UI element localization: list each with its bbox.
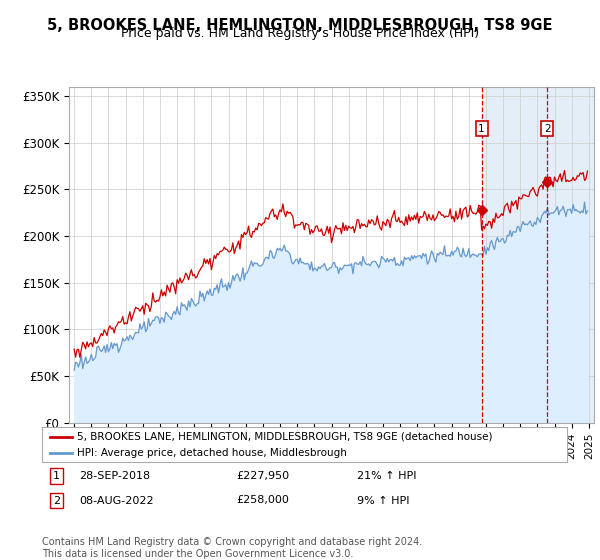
Text: 1: 1	[53, 471, 60, 480]
Text: 9% ↑ HPI: 9% ↑ HPI	[357, 496, 409, 506]
Text: 28-SEP-2018: 28-SEP-2018	[79, 471, 150, 480]
Text: 5, BROOKES LANE, HEMLINGTON, MIDDLESBROUGH, TS8 9GE (detached house): 5, BROOKES LANE, HEMLINGTON, MIDDLESBROU…	[77, 432, 493, 442]
Text: £258,000: £258,000	[236, 496, 289, 506]
Text: 21% ↑ HPI: 21% ↑ HPI	[357, 471, 416, 480]
Text: 08-AUG-2022: 08-AUG-2022	[79, 496, 154, 506]
Text: £227,950: £227,950	[236, 471, 289, 480]
Text: 5, BROOKES LANE, HEMLINGTON, MIDDLESBROUGH, TS8 9GE: 5, BROOKES LANE, HEMLINGTON, MIDDLESBROU…	[47, 18, 553, 33]
Text: Price paid vs. HM Land Registry's House Price Index (HPI): Price paid vs. HM Land Registry's House …	[121, 27, 479, 40]
Text: Contains HM Land Registry data © Crown copyright and database right 2024.
This d: Contains HM Land Registry data © Crown c…	[42, 537, 422, 559]
Text: 2: 2	[544, 124, 551, 134]
Text: 1: 1	[478, 124, 485, 134]
Text: 2: 2	[53, 496, 60, 506]
Text: HPI: Average price, detached house, Middlesbrough: HPI: Average price, detached house, Midd…	[77, 448, 347, 458]
Bar	[482, 87, 594, 423]
